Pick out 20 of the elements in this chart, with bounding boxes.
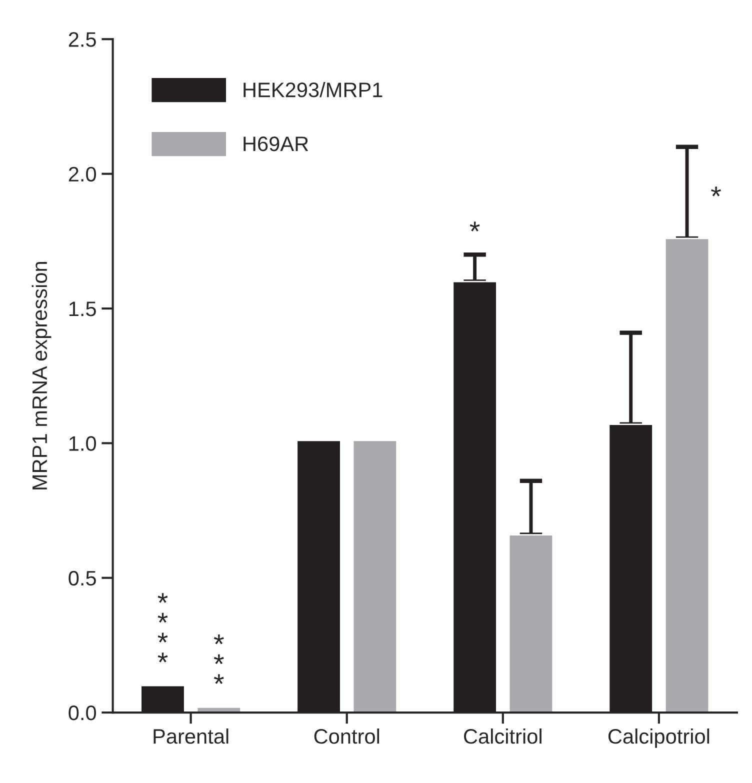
y-tick-label: 2.5: [68, 32, 96, 47]
data-label: *: [711, 186, 721, 196]
data-label: ***: [214, 634, 224, 684]
data-label: ****: [158, 593, 168, 662]
y-tick-label: 0.0: [68, 706, 96, 720]
y-axis-title: MRP1 mRNA expression: [32, 262, 52, 490]
y-tick-label: 1.5: [69, 302, 96, 316]
x-tick-label: Parental: [154, 728, 228, 744]
bar: [664, 238, 710, 713]
bar: [352, 440, 398, 713]
legend-label: HEK293/MRP1: [244, 82, 382, 98]
data-label: *: [470, 222, 480, 232]
y-tick-label: 0.5: [68, 570, 96, 586]
bar: [508, 534, 554, 713]
legend-label: H69AR: [244, 136, 308, 152]
y-tick-label: 2.0: [68, 166, 96, 182]
x-tick-label: Calcipotriol: [608, 728, 710, 748]
x-tick-label: Calcitriol: [464, 728, 542, 744]
y-tick-label: 1.0: [69, 436, 96, 451]
x-tick-label: Control: [314, 728, 380, 744]
